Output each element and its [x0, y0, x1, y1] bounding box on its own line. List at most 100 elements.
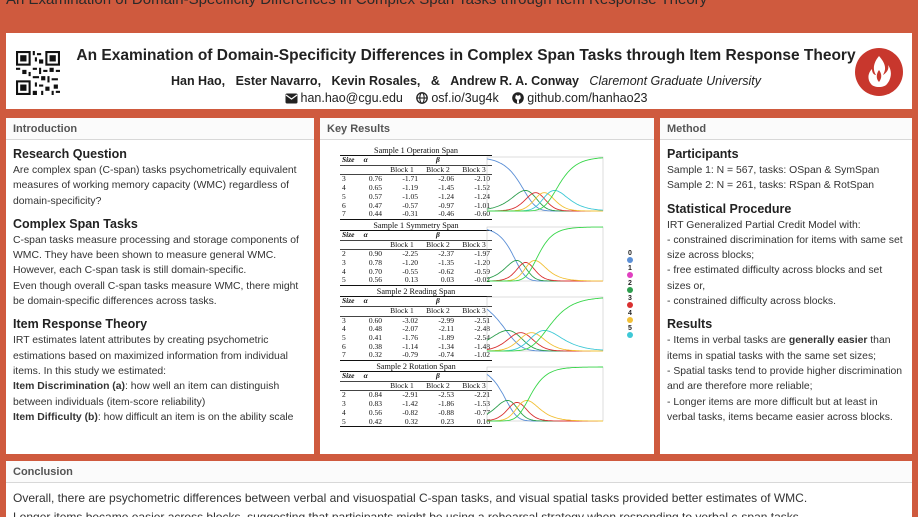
table-cell: 0.32 [361, 350, 384, 362]
result-item-1: - Items in verbal tasks are generally ea… [667, 333, 905, 364]
table-block-header: Block 3 [455, 381, 492, 392]
table-cell: 6 [342, 200, 346, 210]
table-block-header: Block 3 [455, 306, 492, 317]
table-row: 5 0.56 0.13 0.03 -0.02 [340, 275, 492, 287]
table-cell: -2.48 [474, 324, 490, 334]
method-results-title: Results [667, 317, 713, 332]
table-cell: 0.42 [361, 417, 384, 428]
website-text: osf.io/3ug4k [431, 91, 499, 105]
legend-dot [627, 287, 633, 293]
table-cell: 0.60 [368, 315, 382, 325]
table-cell: -1.53 [474, 399, 490, 409]
table-cell: 0.23 [419, 417, 456, 428]
legend-dot [627, 332, 633, 338]
table-cell: -1.71 [402, 174, 418, 184]
github-text: github.com/hanhao23 [527, 91, 648, 105]
plot-frame [486, 296, 604, 352]
category-curve [486, 399, 603, 422]
table-cell: -1.76 [402, 332, 418, 342]
table-cell: -2.99 [438, 315, 454, 325]
table-cell: -0.88 [438, 407, 454, 417]
table-cell: -3.02 [402, 315, 418, 325]
table-cell: -0.82 [402, 407, 418, 417]
table-block-header: Block 2 [419, 306, 456, 317]
table-row: 4 0.70 -0.55 -0.62 -0.59 [340, 266, 492, 277]
result-1-emphasis: generally easier [788, 335, 868, 347]
procedure-item-2: - free estimated difficulty across block… [667, 265, 883, 292]
introduction-panel: Introduction Research Question Are compl… [6, 118, 314, 454]
table-cell: 0.78 [368, 258, 382, 268]
legend-item: 3 [618, 295, 642, 308]
table-cell: -1.20 [474, 258, 490, 268]
table-cell: 3 [342, 399, 346, 409]
website-link[interactable]: osf.io/3ug4k [416, 91, 502, 105]
table-row: 3 0.76 -1.71 -2.06 -2.10 [340, 174, 492, 184]
legend-label: 4 [628, 310, 632, 317]
table-cell: -1.14 [402, 341, 418, 351]
table-cell: -0.46 [419, 209, 456, 220]
table-column-header: α [361, 296, 384, 307]
table-cell: 0.70 [368, 266, 382, 276]
poster-header: An Examination of Domain-Specificity Dif… [6, 33, 912, 109]
table-row: 3 0.78 -1.20 -1.35 -1.20 [340, 258, 492, 268]
legend-label: 5 [628, 325, 632, 332]
table-column-header: α [361, 155, 384, 166]
item-curve-plot [486, 296, 604, 352]
top-title-cutoff: An Examination of Domain-Specificity Dif… [6, 0, 707, 8]
table-cell: -0.60 [455, 209, 492, 220]
key-results-heading: Key Results [320, 118, 654, 140]
difficulty-definition: Item Difficulty (b): how difficult an it… [13, 410, 307, 425]
github-link[interactable]: github.com/hanhao23 [512, 91, 647, 105]
discrimination-label: Item Discrimination (a) [13, 381, 126, 393]
introduction-heading: Introduction [6, 118, 314, 140]
table-cell: 0.56 [368, 407, 382, 417]
table-row: 6 0.47 -0.57 -0.97 -1.01 [340, 200, 492, 211]
category-curve [487, 332, 603, 352]
email-link[interactable]: han.hao@cgu.edu [285, 91, 407, 105]
item-curve-plot [486, 156, 604, 212]
table-cell: 0.90 [368, 249, 382, 259]
table-cell: -0.02 [455, 275, 492, 287]
table-block-header: Block 1 [383, 240, 420, 251]
table-cell: -2.07 [402, 324, 418, 334]
table-cell: -0.74 [419, 350, 456, 362]
table-row: 3 0.83 -1.42 -1.86 -1.53 [340, 399, 492, 409]
table-cell: -1.86 [438, 399, 454, 409]
result-1-part-a: - Items in verbal tasks are [667, 335, 789, 347]
author-ampersand: & [430, 74, 440, 88]
table-column-header: Size [340, 229, 362, 241]
table-cell: 7 [340, 209, 362, 220]
legend-item: 5 [618, 325, 642, 338]
table-cell: -0.79 [383, 350, 420, 362]
table-column-header: α [361, 229, 384, 241]
table-cell: -1.35 [438, 258, 454, 268]
key-results-panel: Key Results Sample 1 Operation Span Size α… [320, 118, 654, 454]
envelope-icon [285, 93, 297, 104]
globe-icon [416, 92, 429, 104]
legend-label: 1 [628, 265, 632, 272]
procedure-item-1: - constrained discrimination for items w… [667, 234, 903, 262]
table-cell: 0.32 [383, 417, 420, 428]
research-question-title: Research Question [13, 147, 127, 161]
table-row: 5 0.41 -1.76 -1.89 -2.54 [340, 332, 492, 343]
category-curve [486, 229, 603, 282]
irt-text: IRT estimates latent attributes by creat… [13, 335, 288, 377]
irt-title: Item Response Theory [13, 317, 148, 332]
author-4: Andrew R. A. Conway [450, 74, 579, 88]
table-block-header: Block 3 [455, 165, 492, 176]
table-cell: 0.65 [368, 183, 382, 193]
participants-title: Participants [667, 147, 739, 161]
table-cell: 0.47 [368, 200, 382, 210]
table-cell: -1.05 [402, 191, 418, 201]
table-cell: -0.55 [402, 266, 418, 276]
conclusion-line-1: Overall, there are psychometric differen… [13, 491, 808, 505]
table-header-spacer [340, 381, 384, 392]
table-cell: 0.13 [383, 275, 420, 287]
table-row: 7 0.44 -0.31 -0.46 -0.60 [340, 209, 492, 220]
legend-item: 2 [618, 280, 642, 293]
table-row: 5 0.42 0.32 0.23 0.16 [340, 417, 492, 428]
statistical-procedure-intro: IRT Generalized Partial Credit Model wit… [667, 219, 861, 231]
category-curve [487, 192, 603, 212]
category-curve [487, 261, 603, 282]
item-curve-plots [478, 154, 608, 434]
